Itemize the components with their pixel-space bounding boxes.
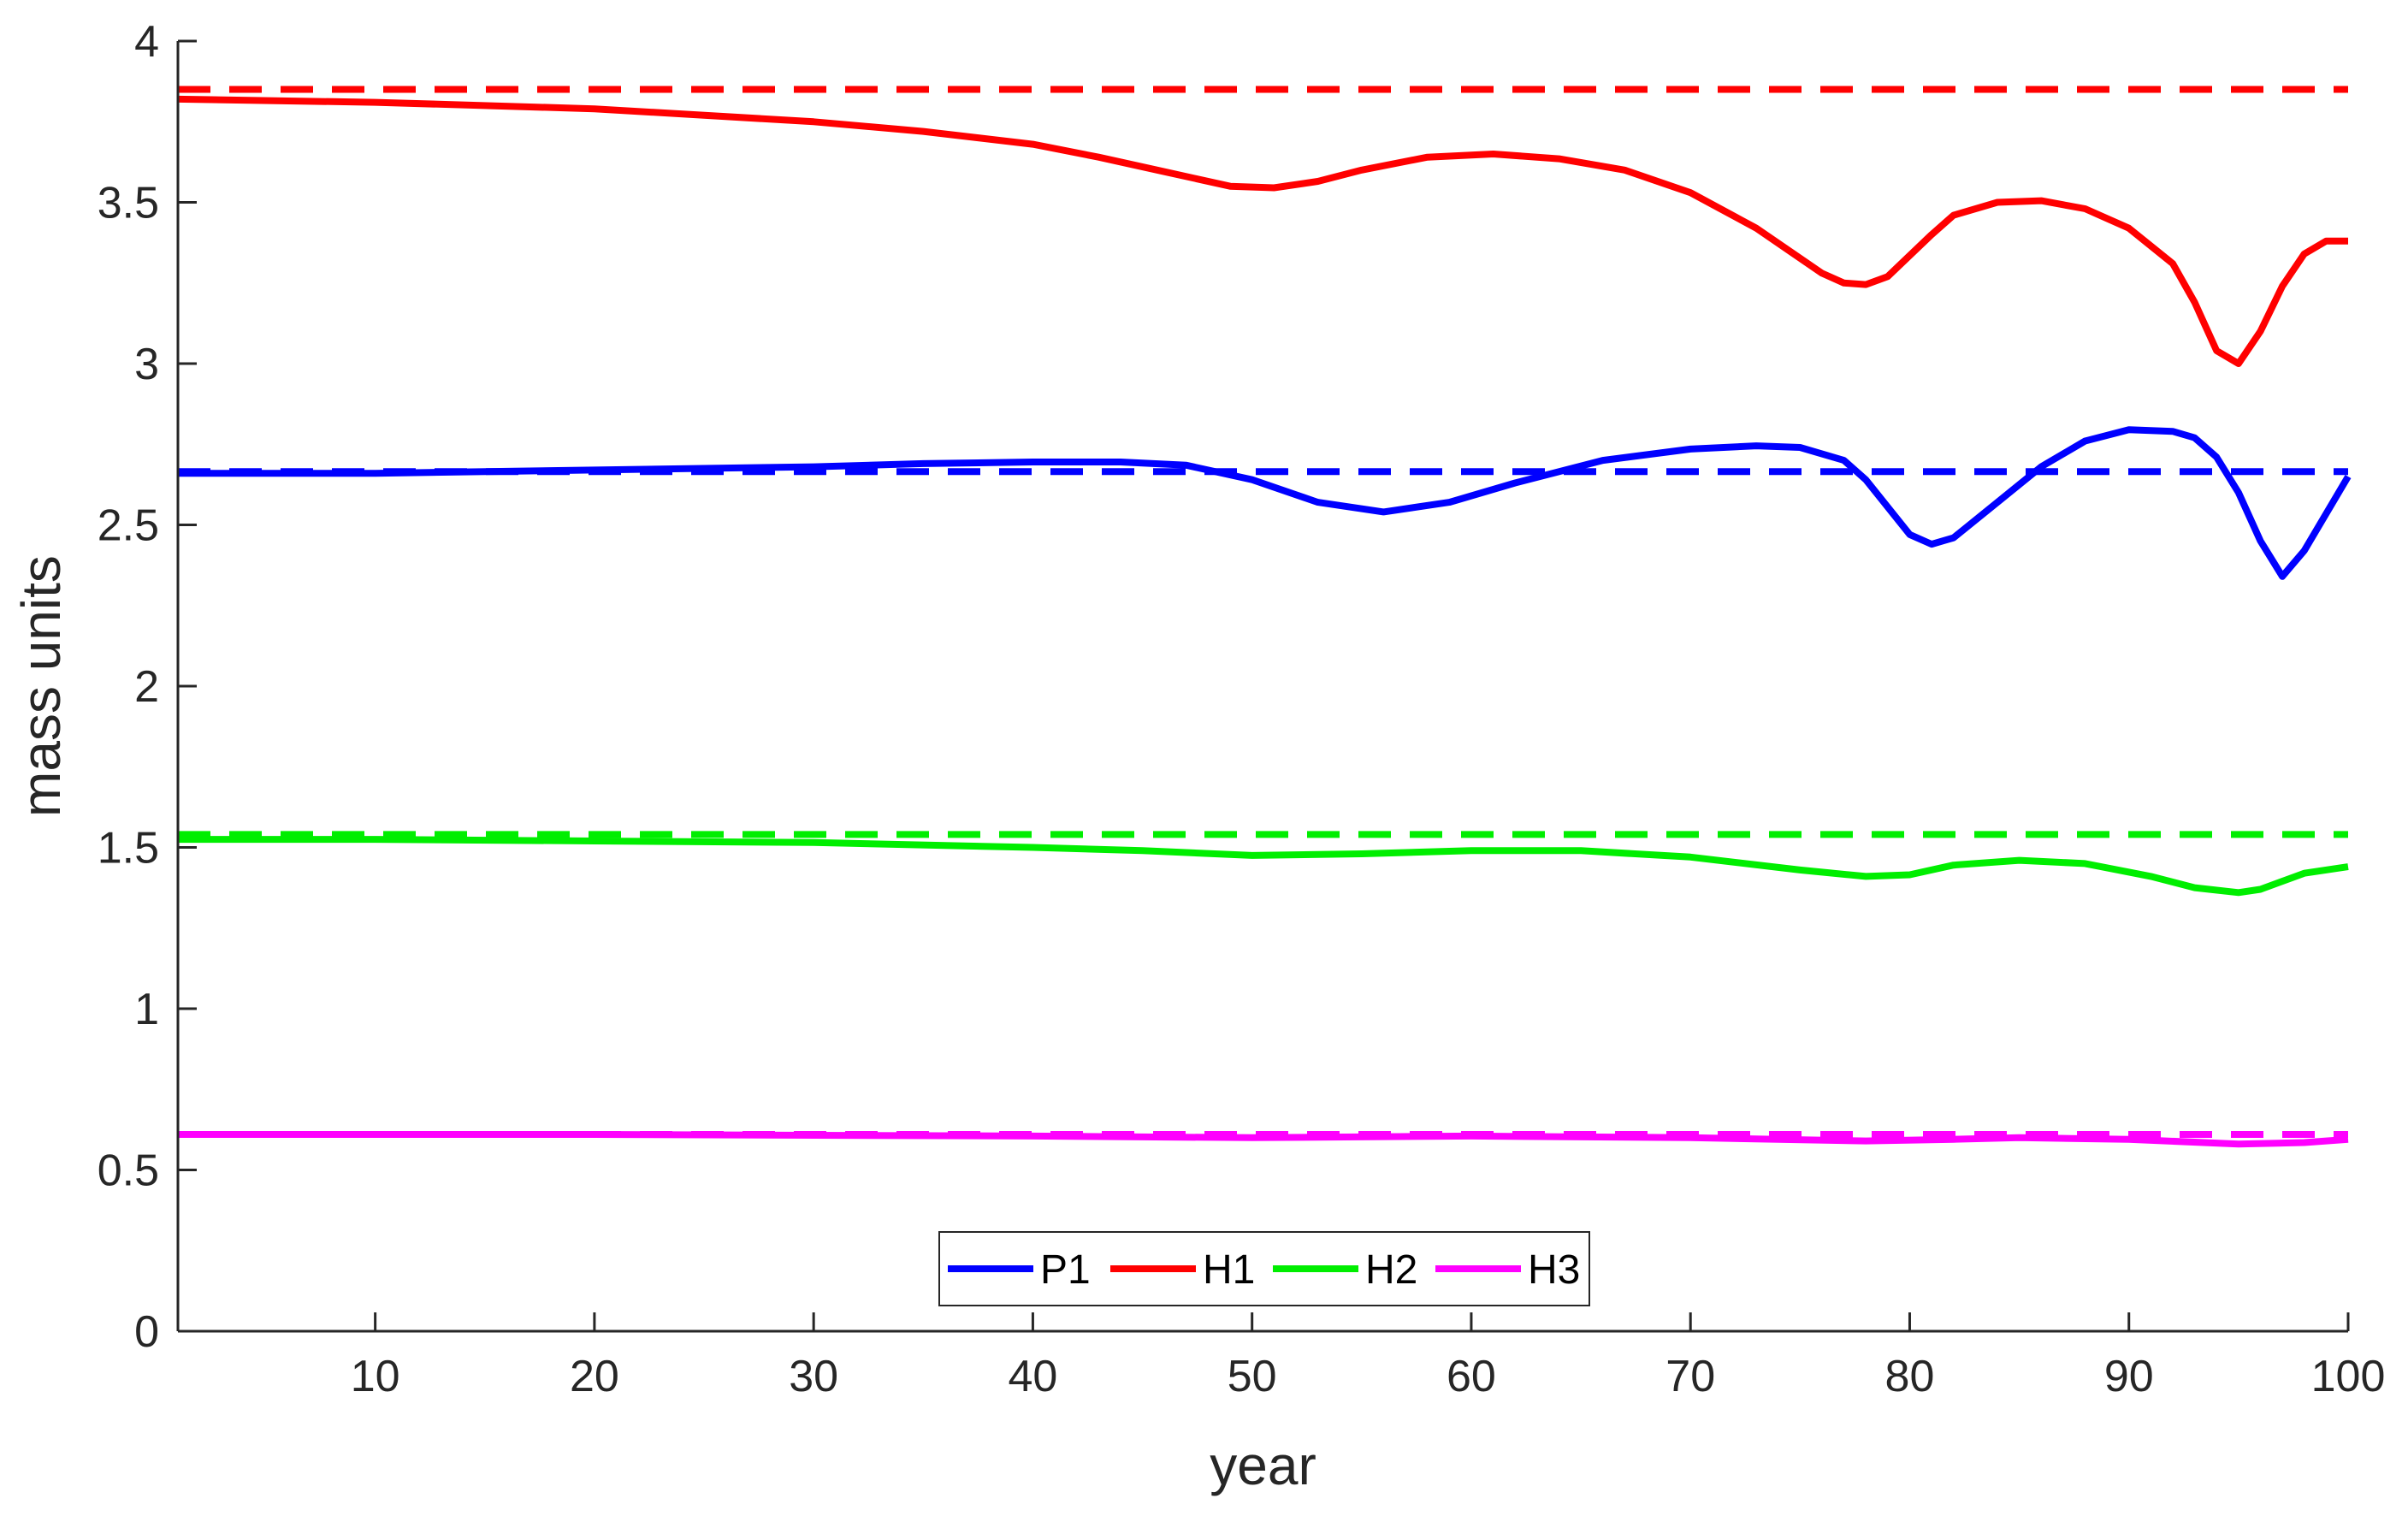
legend: P1 H1 H2 H3: [938, 1231, 1590, 1306]
y-tick-label: 0: [134, 1307, 159, 1357]
x-axis-title: year: [1210, 1435, 1316, 1496]
series-line-h3: [178, 1131, 2349, 1148]
legend-label-h3: H3: [1528, 1247, 1580, 1293]
y-tick-label: 2.5: [98, 501, 159, 551]
series-line-h2: [178, 836, 2349, 897]
y-axis-title: mass units: [10, 555, 72, 817]
x-tick-label: 10: [351, 1352, 400, 1401]
y-tick-label: 1: [134, 985, 159, 1034]
legend-label-p1: P1: [1040, 1247, 1091, 1293]
x-axis-ticks: 10 20 30 40 50 60 70 80 90 100: [351, 1312, 2386, 1401]
x-tick-label: 60: [1447, 1352, 1496, 1401]
legend-label-h2: H2: [1365, 1247, 1417, 1293]
x-tick-label: 20: [570, 1352, 619, 1401]
y-axis-ticks: 0 0.5 1 1.5 2 2.5 3 3.5 4: [98, 17, 197, 1357]
legend-label-h1: H1: [1203, 1247, 1255, 1293]
series-line-p1: [178, 426, 2352, 580]
x-tick-label: 40: [1009, 1352, 1058, 1401]
y-tick-label: 4: [134, 17, 159, 67]
x-tick-label: 80: [1885, 1352, 1935, 1401]
x-tick-label: 70: [1665, 1352, 1715, 1401]
y-tick-label: 0.5: [98, 1146, 159, 1196]
x-tick-label: 50: [1228, 1352, 1277, 1401]
series-line-h1: [177, 95, 2348, 367]
y-tick-label: 2: [134, 662, 159, 712]
axes: 10 20 30 40 50 60 70 80 90 100 00.511.522.533.54 …: [10, 17, 2385, 1496]
series-layer: [177, 86, 2352, 1148]
x-tick-label: 30: [789, 1352, 838, 1401]
x-tick-label: 100: [2311, 1352, 2386, 1401]
y-tick-label: 3.5: [98, 179, 159, 228]
y-tick-label: 1.5: [98, 824, 159, 873]
y-tick-label: 3: [134, 340, 159, 389]
x-tick-label: 90: [2104, 1352, 2154, 1401]
